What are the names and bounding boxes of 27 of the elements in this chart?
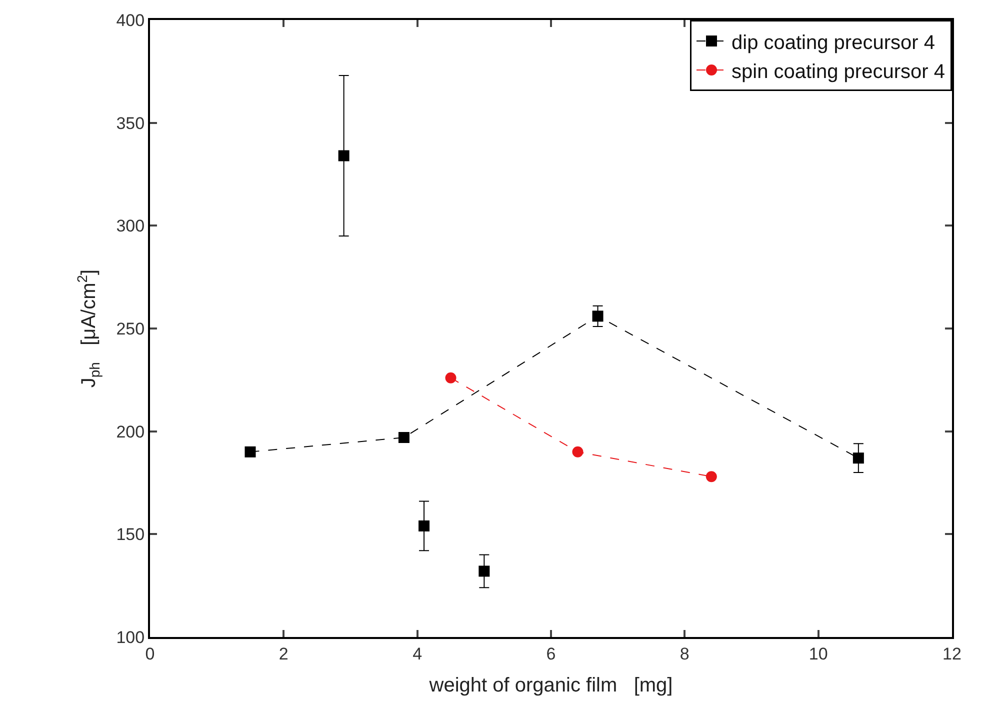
point [244,446,256,458]
point [572,446,584,458]
y-tick-label: 100 [116,628,145,647]
x-tick-label: 0 [145,644,155,664]
point [592,310,604,322]
x-tick-label: 6 [546,644,556,664]
point [418,520,430,532]
x-axis-title: weight of organic film [mg] [428,674,673,696]
x-tick-label: 4 [412,644,422,664]
y-tick-label: 250 [116,319,145,338]
y-tick-label: 300 [116,216,145,236]
x-tick-label: 8 [680,644,690,664]
y-tick-label: 350 [116,114,145,133]
point [852,452,864,464]
x-tick-label: 12 [942,644,962,664]
legend-label: dip coating precursor 4 [732,32,935,54]
point [445,372,456,384]
point [398,432,410,443]
point [338,150,350,162]
x-tick-label: 10 [808,644,828,664]
legend-label: spin coating precursor 4 [732,60,945,83]
x-tick-label: 2 [278,644,288,664]
point [706,471,717,482]
y-tick-label: 400 [116,10,145,30]
y-tick-label: 150 [116,525,145,544]
point [478,566,490,577]
y-tick-label: 200 [116,422,145,442]
